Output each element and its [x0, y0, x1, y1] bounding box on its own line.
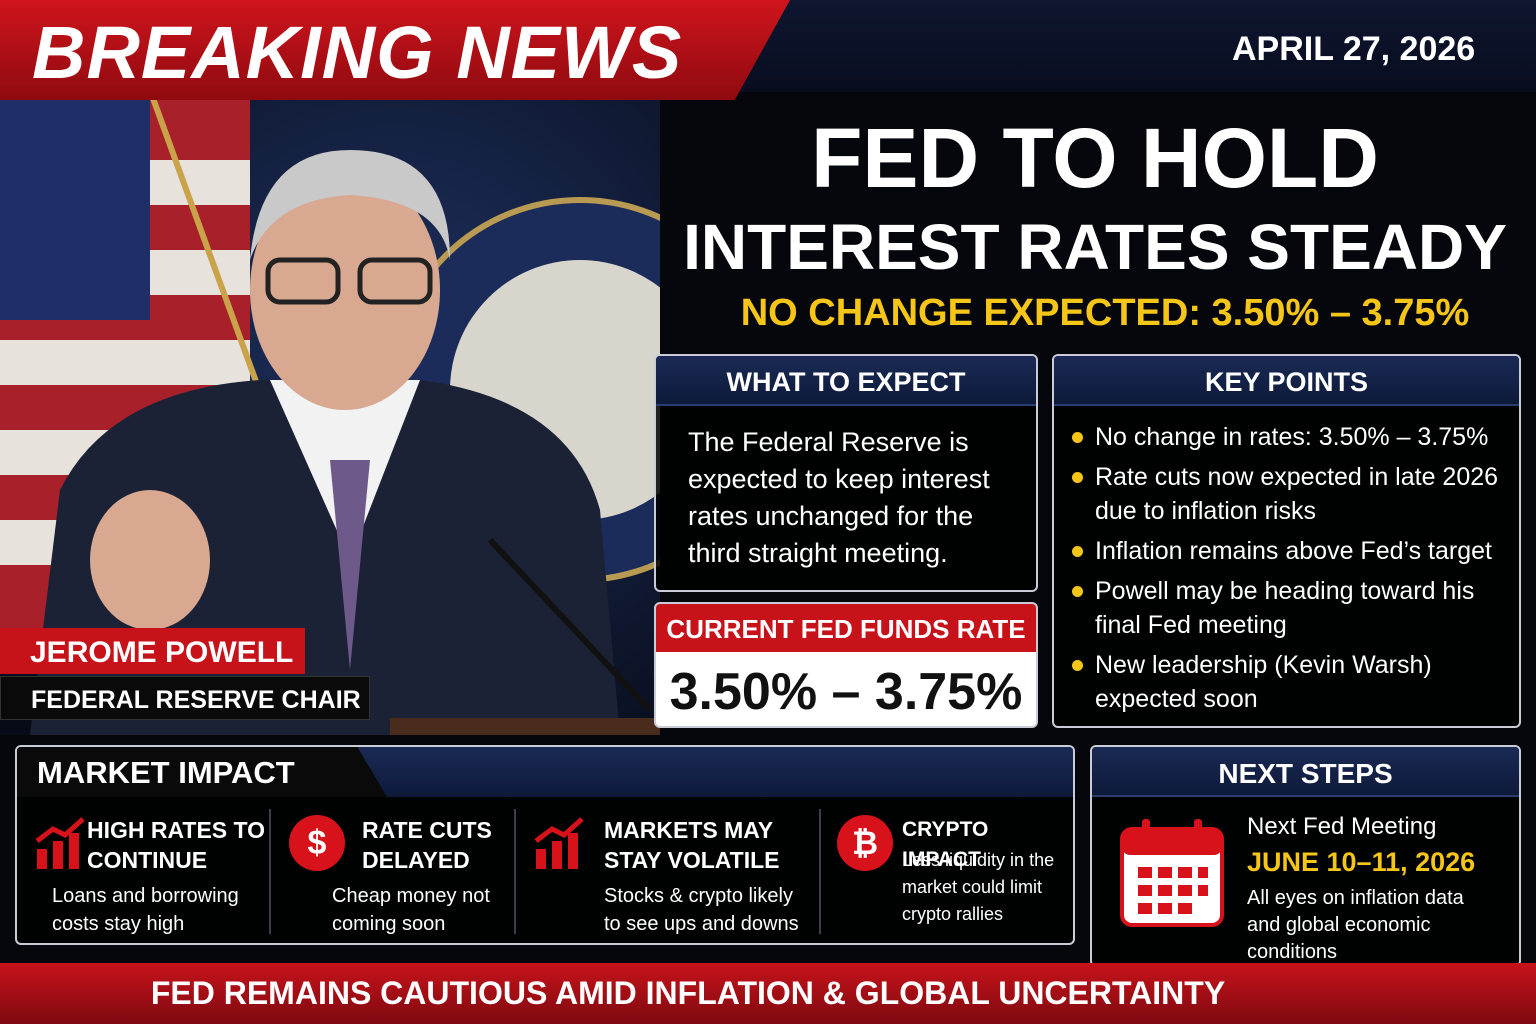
panel-title: NEXT STEPS [1092, 747, 1519, 797]
impact-body: Less liquidity in the market could limit… [902, 850, 1055, 924]
what-to-expect-panel: WHAT TO EXPECT The Federal Reserve is ex… [654, 354, 1038, 592]
meeting-note: All eyes on inflation data and global ec… [1247, 887, 1464, 963]
bullet [1072, 472, 1083, 483]
impact-title: CRYPTO IMPACT [902, 818, 989, 871]
key-point-text: No change in rates: 3.50% – 3.75% [1095, 423, 1489, 451]
key-point: Inflation remains above Fed’s target [1072, 534, 1503, 568]
name-tag: JEROME POWELL [0, 628, 305, 674]
bullet [1072, 432, 1083, 443]
banner-text: BREAKING NEWS [32, 11, 683, 94]
headline-line1: FED TO HOLD [811, 111, 1379, 205]
key-point-text: New leadership (Kevin Warsh) expected so… [1095, 651, 1432, 713]
meeting-date: JUNE 10–11, 2026 [1247, 847, 1476, 877]
bullet [1072, 546, 1083, 557]
chart-up-icon [35, 817, 85, 869]
impact-item: ₿ CRYPTO IMPACT Less liquidity in the ma… [827, 807, 1072, 937]
key-points-list: No change in rates: 3.50% – 3.75% Rate c… [1054, 406, 1519, 716]
key-point-text: Powell may be heading toward his final F… [1095, 577, 1475, 639]
panel-title: MARKET IMPACT [17, 747, 387, 797]
key-point: New leadership (Kevin Warsh) expected so… [1072, 648, 1503, 716]
rate-value: 3.50% – 3.75% [669, 663, 1023, 721]
podium [390, 718, 660, 735]
key-point: Rate cuts now expected in late 2026 due … [1072, 460, 1503, 528]
impact-item: MARKETS MAY STAY VOLATILE Stocks & crypt… [522, 807, 822, 937]
bullet [1072, 660, 1083, 671]
market-impact-panel: MARKET IMPACT HIGH RATES TO CONTINUE Loa… [15, 745, 1075, 945]
divider [819, 809, 821, 934]
date: APRIL 27, 2026 [1232, 30, 1476, 68]
impact-body: Loans and borrowing costs stay high [52, 885, 239, 935]
breaking-banner [0, 0, 790, 100]
impact-item: HIGH RATES TO CONTINUE Loans and borrowi… [17, 807, 272, 937]
rate-title: CURRENT FED FUNDS RATE [656, 604, 1036, 652]
impact-item: $ RATE CUTS DELAYED Cheap money not comi… [277, 807, 517, 937]
key-point: No change in rates: 3.50% – 3.75% [1072, 420, 1503, 454]
dollar-icon: $ [289, 815, 345, 871]
next-steps-panel: NEXT STEPS Next Fed Meeting JUNE 10–11, … [1090, 745, 1521, 967]
calendar-icon [1120, 819, 1224, 927]
divider [269, 809, 271, 934]
impact-body: Stocks & crypto likely to see ups and do… [604, 885, 799, 935]
key-point-text: Rate cuts now expected in late 2026 due … [1095, 463, 1499, 525]
key-points-panel: KEY POINTS No change in rates: 3.50% – 3… [1052, 354, 1521, 728]
panel-title: WHAT TO EXPECT [656, 356, 1036, 406]
subhead: NO CHANGE EXPECTED: 3.50% – 3.75% [740, 292, 1470, 334]
headline-line2: INTEREST RATES STEADY [683, 211, 1507, 283]
key-point: Powell may be heading toward his final F… [1072, 574, 1503, 642]
bullet [1072, 586, 1083, 597]
role-tag: FEDERAL RESERVE CHAIR [0, 676, 370, 720]
bitcoin-icon: ₿ [837, 815, 893, 871]
current-rate-panel: CURRENT FED FUNDS RATE 3.50% – 3.75% [654, 602, 1038, 728]
footer-ticker: FED REMAINS CAUTIOUS AMID INFLATION & GL… [0, 963, 1536, 1024]
flag [0, 90, 273, 660]
meeting-label: Next Fed Meeting [1247, 813, 1437, 840]
key-point-text: Inflation remains above Fed’s target [1095, 537, 1492, 565]
divider [514, 809, 516, 934]
impact-title: RATE CUTS DELAYED [362, 817, 492, 873]
panel-title: KEY POINTS [1054, 356, 1519, 406]
chart-up-icon [534, 817, 584, 869]
impact-body: Cheap money not coming soon [332, 885, 490, 935]
impact-title: HIGH RATES TO CONTINUE [87, 817, 266, 873]
impact-title: MARKETS MAY STAY VOLATILE [604, 817, 780, 873]
panel-body: The Federal Reserve is expected to keep … [688, 427, 990, 568]
